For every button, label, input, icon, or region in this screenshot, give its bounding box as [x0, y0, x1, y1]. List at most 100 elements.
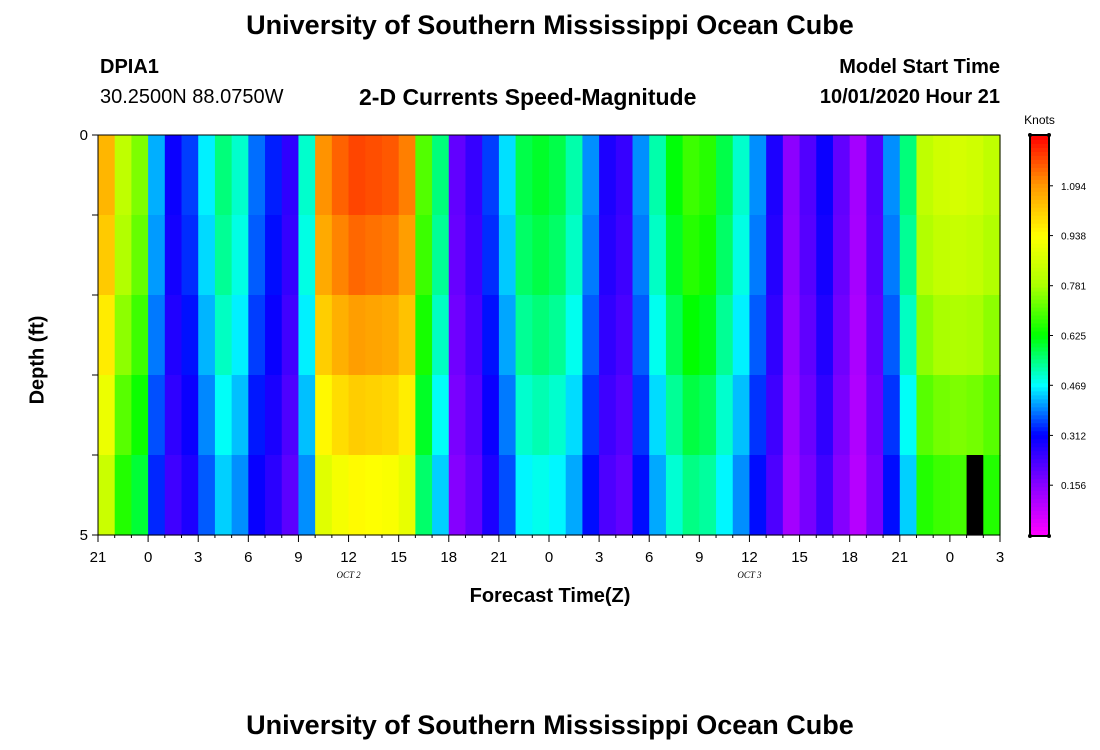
colorbar-segment	[1031, 475, 1048, 480]
colorbar-segment	[1031, 375, 1048, 380]
heatmap-cell	[365, 455, 383, 536]
heatmap-cell	[214, 375, 233, 456]
heatmap-cell	[365, 295, 383, 376]
heatmap-cell	[849, 215, 867, 296]
heatmap-cell	[732, 455, 751, 536]
heatmap-cell	[98, 135, 116, 216]
heatmap-cell	[866, 375, 884, 456]
heatmap-cell	[732, 135, 751, 216]
colorbar-segment	[1031, 491, 1048, 496]
colorbar-segment	[1031, 191, 1048, 197]
heatmap-cell	[983, 135, 1001, 216]
heatmap-cell	[515, 375, 533, 456]
heatmap-cell	[198, 295, 216, 376]
heatmap-cell	[214, 455, 233, 536]
heatmap-cell	[432, 215, 450, 296]
heatmap-cell	[549, 455, 567, 536]
heatmap-cell	[983, 215, 1001, 296]
colorbar-segment	[1031, 199, 1048, 205]
heatmap-cell	[532, 375, 550, 456]
colorbar-segment	[1031, 531, 1048, 536]
colorbar-segment	[1031, 399, 1048, 404]
heatmap-cell	[849, 375, 867, 456]
heatmap-cell	[482, 455, 500, 536]
heatmap-cell	[482, 215, 500, 296]
colorbar-tick-label: 0.156	[1061, 481, 1086, 492]
colorbar-segment	[1031, 495, 1048, 500]
colorbar-segment	[1031, 335, 1048, 340]
heatmap-cell	[682, 135, 700, 216]
heatmap-cell	[181, 215, 199, 296]
heatmap-cell	[348, 215, 366, 296]
heatmap-cell	[415, 295, 433, 376]
colorbar-segment	[1031, 331, 1048, 336]
page-title: University of Southern Mississippi Ocean…	[246, 10, 854, 40]
colorbar-segment	[1031, 291, 1048, 297]
heatmap-cell	[114, 375, 132, 456]
heatmap-cell	[198, 375, 216, 456]
heatmap-cell	[632, 455, 650, 536]
heatmap-cell	[816, 295, 834, 376]
colorbar-segment	[1031, 319, 1048, 325]
heatmap-cell	[148, 455, 166, 536]
heatmap-cell	[682, 295, 700, 376]
heatmap-cell	[933, 215, 951, 296]
heatmap-cell	[682, 455, 700, 536]
heatmap-cell	[482, 295, 500, 376]
x-tick-label: 6	[645, 549, 653, 566]
heatmap-cell	[832, 455, 851, 536]
colorbar-segment	[1031, 299, 1048, 305]
colorbar-segment	[1031, 227, 1048, 233]
colorbar-segment	[1031, 503, 1048, 508]
station-coordinates: 30.2500N 88.0750W	[100, 86, 284, 108]
heatmap-cell	[265, 135, 283, 216]
heatmap-cell	[983, 375, 1001, 456]
colorbar-segment	[1031, 255, 1048, 261]
colorbar-segment	[1031, 519, 1048, 524]
heatmap-cell	[665, 455, 684, 536]
heatmap-cell	[849, 135, 867, 216]
heatmap-cell	[682, 215, 700, 296]
heatmap-cell	[832, 135, 851, 216]
colorbar-segment	[1031, 459, 1048, 464]
heatmap-cell	[966, 135, 984, 216]
colorbar-segment	[1031, 207, 1048, 213]
heatmap-cell	[532, 295, 550, 376]
heatmap-cell	[599, 295, 617, 376]
heatmap-cell	[398, 455, 416, 536]
heatmap-cell	[732, 215, 751, 296]
heatmap-cell	[682, 375, 700, 456]
colorbar-segment	[1031, 311, 1048, 317]
heatmap-cell	[782, 295, 801, 376]
heatmap-cell	[532, 215, 550, 296]
colorbar-segment	[1031, 343, 1048, 348]
heatmap-cell	[883, 375, 901, 456]
heatmap-cell	[231, 135, 249, 216]
heatmap-cell	[565, 215, 583, 296]
heatmap-cell	[799, 375, 817, 456]
colorbar-segment	[1031, 327, 1048, 333]
heatmap-cell	[933, 455, 951, 536]
heatmap-cell	[98, 215, 116, 296]
heatmap-cell	[131, 135, 149, 216]
heatmap-cell	[181, 455, 199, 536]
colorbar-segment	[1031, 355, 1048, 360]
heatmap-cell	[298, 375, 316, 456]
heatmap-cell	[231, 455, 249, 536]
heatmap-cell	[949, 215, 968, 296]
heatmap-cell	[515, 455, 533, 536]
x-tick-label: 0	[144, 549, 152, 566]
colorbar-segment	[1031, 239, 1048, 245]
heatmap-cell	[899, 215, 918, 296]
heatmap-cell	[231, 375, 249, 456]
colorbar-corner	[1047, 133, 1051, 137]
colorbar-segment	[1031, 171, 1048, 177]
heatmap-cell	[248, 295, 266, 376]
heatmap-cell	[782, 215, 801, 296]
colorbar-segment	[1031, 383, 1048, 388]
colorbar-segment	[1031, 243, 1048, 249]
colorbar-segment	[1031, 267, 1048, 273]
heatmap-cell	[749, 375, 767, 456]
heatmap-cell	[281, 375, 300, 456]
